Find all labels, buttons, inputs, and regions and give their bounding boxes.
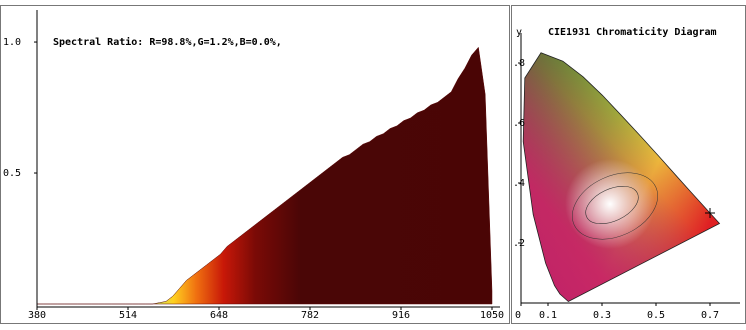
x-tick-label: 0.3	[593, 310, 611, 321]
x-tick-label: 0	[515, 310, 521, 321]
x-tick-label: 514	[119, 310, 137, 321]
chromaticity-point	[705, 208, 715, 218]
left-panel	[0, 5, 510, 324]
cie-y-label: y	[516, 27, 522, 38]
spectrum-area	[37, 46, 493, 305]
x-tick-label: 380	[28, 310, 46, 321]
x-tick-label: 782	[301, 310, 319, 321]
y-tick-label: 0.5	[3, 168, 21, 179]
x-tick-label: 648	[210, 310, 228, 321]
x-tick-label: 0.1	[539, 310, 557, 321]
x-tick-label: 0.5	[647, 310, 665, 321]
cie-title: CIE1931 Chromaticity Diagram	[548, 26, 717, 38]
x-tick-label: 916	[392, 310, 410, 321]
chart-title: Spectral Ratio: R=98.8%,G=1.2%,B=0.0%,	[53, 36, 282, 48]
cie-locus	[522, 52, 721, 302]
x-tick-label: 1050	[480, 310, 504, 321]
y-tick-label: 1.0	[3, 37, 21, 48]
x-tick-label: 0.7	[701, 310, 719, 321]
